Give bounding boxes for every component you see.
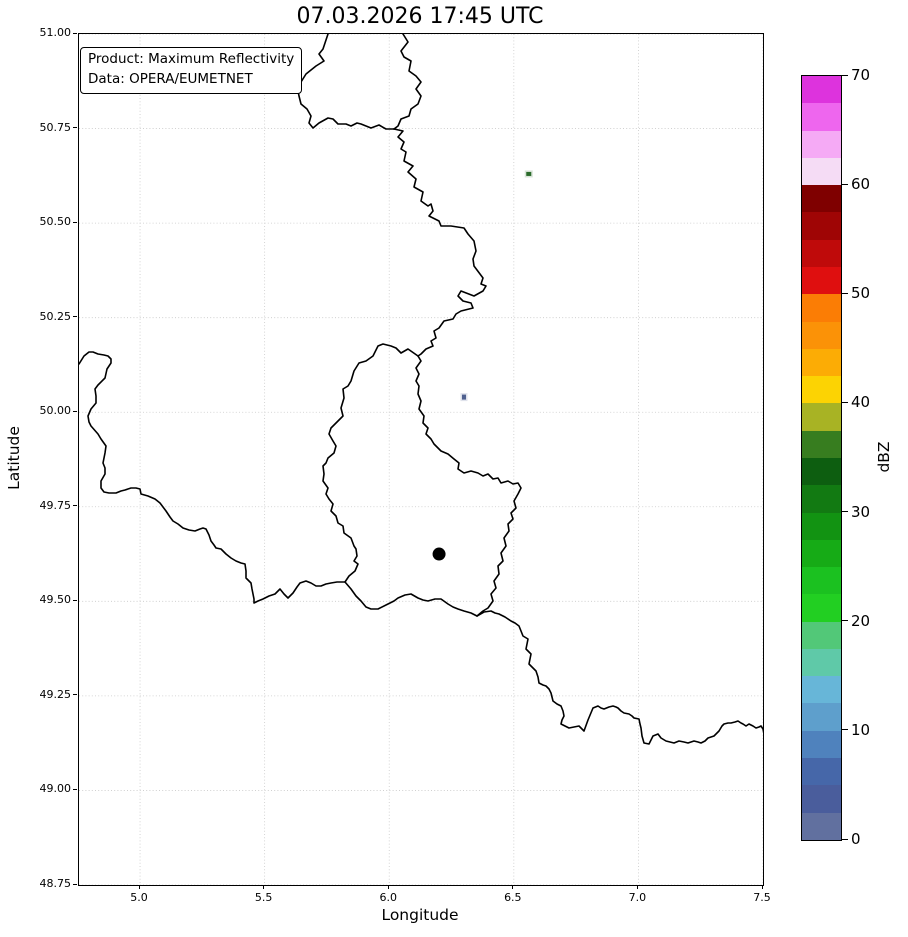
colorbar-tick-mark xyxy=(842,74,848,76)
country-border xyxy=(393,128,487,357)
colorbar-segment xyxy=(802,321,841,349)
colorbar-segment xyxy=(802,76,841,104)
y-tick-label: 50.00 xyxy=(39,404,72,418)
colorbar-segment xyxy=(802,758,841,786)
y-tick-label: 50.50 xyxy=(39,215,72,229)
colorbar-segment xyxy=(802,266,841,295)
y-tick-label: 48.75 xyxy=(39,877,72,890)
x-tick-mark xyxy=(138,885,140,889)
colorbar xyxy=(801,75,842,841)
y-tick-mark xyxy=(73,883,77,885)
colorbar-segment xyxy=(802,730,841,759)
y-tick-mark xyxy=(73,127,77,129)
colorbar-segment xyxy=(802,594,841,622)
colorbar-segment xyxy=(802,130,841,158)
country-border xyxy=(297,34,395,130)
map-plot-area xyxy=(78,33,764,886)
colorbar-segment xyxy=(802,212,841,240)
x-tick-label: 7.0 xyxy=(628,891,647,904)
country-border xyxy=(415,355,522,617)
country-border xyxy=(79,351,346,604)
colorbar-segment xyxy=(802,648,841,677)
x-axis-label: Longitude xyxy=(381,906,459,924)
colorbar-tick-mark xyxy=(842,401,848,403)
colorbar-segment xyxy=(802,376,841,404)
x-tick-mark xyxy=(387,885,389,889)
colorbar-segment xyxy=(802,430,841,458)
y-tick-label: 50.75 xyxy=(39,120,72,134)
colorbar-segment xyxy=(802,457,841,486)
colorbar-tick-mark xyxy=(842,292,848,294)
y-tick-mark xyxy=(73,505,77,507)
y-tick-mark xyxy=(73,221,77,223)
colorbar-tick-mark xyxy=(842,620,848,622)
y-tick-label: 49.00 xyxy=(39,782,72,796)
country-border xyxy=(322,343,419,583)
x-tick-label: 6.0 xyxy=(379,891,397,904)
x-tick-label: 7.5 xyxy=(753,891,771,904)
annotation-source-line: Data: OPERA/EUMETNET xyxy=(88,70,253,87)
x-tick-mark xyxy=(512,885,514,889)
colorbar-tick-label: 10 xyxy=(851,720,871,739)
colorbar-tick-label: 40 xyxy=(851,393,871,412)
y-tick-mark xyxy=(73,316,77,318)
radar-echo xyxy=(461,394,466,400)
x-tick-label: 5.0 xyxy=(130,891,148,904)
country-border xyxy=(476,610,763,745)
x-tick-mark xyxy=(263,885,265,889)
x-tick-mark xyxy=(636,885,638,889)
radar-site-marker xyxy=(432,547,446,561)
colorbar-segment xyxy=(802,703,841,731)
colorbar-segment xyxy=(802,348,841,377)
y-tick-mark xyxy=(73,599,77,601)
colorbar-axis-label: dBZ xyxy=(875,441,893,473)
colorbar-tick-mark xyxy=(842,183,848,185)
y-tick-label: 51.00 xyxy=(39,26,72,39)
colorbar-segment xyxy=(802,103,841,131)
colorbar-segment xyxy=(802,512,841,540)
colorbar-tick-label: 50 xyxy=(851,284,871,303)
colorbar-segment xyxy=(802,239,841,267)
plot-title: 07.03.2026 17:45 UTC xyxy=(296,4,544,29)
colorbar-segment xyxy=(802,185,841,213)
colorbar-segment xyxy=(802,676,841,704)
y-axis-label: Latitude xyxy=(5,426,23,490)
colorbar-segment xyxy=(802,785,841,813)
colorbar-tick-label: 70 xyxy=(851,66,871,84)
y-tick-label: 50.25 xyxy=(39,309,72,323)
x-tick-label: 6.5 xyxy=(504,891,522,904)
y-tick-mark xyxy=(73,410,77,412)
colorbar-segment xyxy=(802,294,841,322)
radar-echo xyxy=(526,171,532,176)
colorbar-segment xyxy=(802,403,841,431)
colorbar-segment xyxy=(802,812,841,840)
colorbar-tick-mark xyxy=(842,838,848,840)
y-tick-label: 49.75 xyxy=(39,498,72,512)
map-canvas xyxy=(79,34,763,885)
x-tick-mark xyxy=(761,885,763,889)
annotation-box: Product: Maximum Reflectivity Data: OPER… xyxy=(80,47,303,94)
country-border xyxy=(393,34,422,130)
colorbar-tick-label: 0 xyxy=(851,830,861,848)
colorbar-tick-mark xyxy=(842,729,848,731)
y-tick-mark xyxy=(73,694,77,696)
colorbar-segment xyxy=(802,567,841,595)
y-tick-label: 49.25 xyxy=(39,687,72,701)
annotation-product-line: Product: Maximum Reflectivity xyxy=(88,51,295,67)
y-tick-mark xyxy=(73,32,77,34)
colorbar-segment xyxy=(802,157,841,186)
y-tick-label: 49.50 xyxy=(39,593,72,607)
colorbar-segment xyxy=(802,621,841,649)
x-tick-label: 5.5 xyxy=(254,891,273,904)
colorbar-tick-label: 30 xyxy=(851,502,871,521)
colorbar-tick-label: 20 xyxy=(851,611,871,630)
colorbar-tick-mark xyxy=(842,511,848,513)
y-tick-mark xyxy=(73,788,77,790)
colorbar-tick-label: 60 xyxy=(851,175,871,194)
country-border xyxy=(344,581,478,617)
colorbar-segment xyxy=(802,485,841,513)
colorbar-segment xyxy=(802,539,841,568)
